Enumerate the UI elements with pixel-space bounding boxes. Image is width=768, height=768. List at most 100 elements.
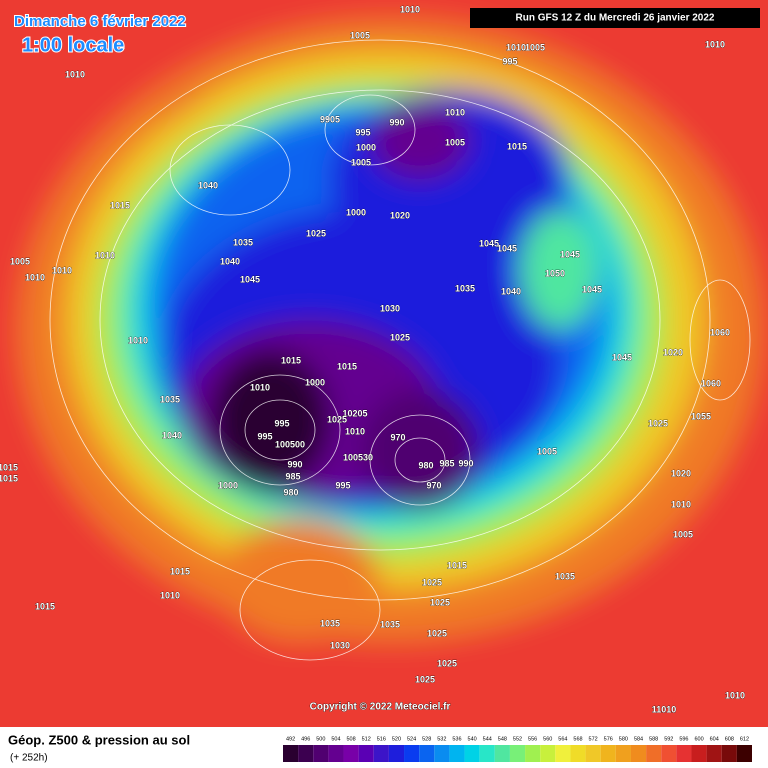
scale-swatch [691, 745, 707, 762]
pressure-label: 1020 [671, 468, 691, 478]
pressure-label: 1015 [447, 560, 467, 570]
scale-label: 564 [558, 736, 567, 742]
pressure-label: 995 [355, 127, 370, 137]
scale-swatch [661, 745, 677, 762]
scale-swatch [464, 745, 480, 762]
run-box [470, 8, 760, 28]
pressure-label: 980 [283, 487, 298, 497]
scale-label: 608 [725, 736, 734, 742]
pressure-label: 1030 [380, 303, 400, 313]
pressure-label: 1010 [725, 690, 745, 700]
pressure-label: 1020 [390, 210, 410, 220]
scale-label: 596 [679, 736, 688, 742]
pressure-label: 1005 [445, 137, 465, 147]
scale-swatch [600, 745, 616, 762]
pressure-label: 1025 [415, 674, 435, 684]
pressure-label: 985 [439, 458, 454, 468]
scale-label: 604 [710, 736, 719, 742]
scale-swatch [736, 745, 752, 762]
pressure-label: 990 [458, 458, 473, 468]
scale-label: 528 [422, 736, 431, 742]
pressure-label: 1000 [346, 207, 366, 217]
scale-swatch [313, 745, 329, 762]
scale-swatch [646, 745, 662, 762]
pressure-label: 1010 [345, 426, 365, 436]
pressure-label: 1035 [555, 571, 575, 581]
scale-swatch [404, 745, 420, 762]
pressure-label: 1020 [663, 347, 683, 357]
pressure-label: 980 [418, 460, 433, 470]
pressure-label: 990 [389, 117, 404, 127]
pressure-label: 1015 [337, 361, 357, 371]
pressure-label: 1010 [671, 499, 691, 509]
scale-swatch [434, 745, 450, 762]
pressure-label: 11010 [652, 704, 677, 714]
scale-swatch [388, 745, 405, 762]
pressure-label: 1010 [25, 272, 45, 282]
scale-swatch [298, 745, 314, 762]
scale-swatch [494, 745, 510, 762]
scale-swatch [525, 745, 541, 762]
pressure-label: 1050 [545, 268, 565, 278]
pressure-label: 970 [390, 432, 405, 442]
pressure-label: 1045 [582, 284, 602, 294]
pressure-label: 1010 [250, 382, 270, 392]
scale-label: 612 [740, 736, 749, 742]
scale-label: 548 [498, 736, 507, 742]
scale-swatch [615, 745, 631, 762]
date-title: Dimanche 6 février 2022 [14, 13, 186, 30]
scale-swatch [328, 745, 344, 762]
scale-label: 540 [468, 736, 477, 742]
scale-swatch [373, 745, 389, 762]
scale-label: 504 [331, 736, 340, 742]
scale-label: 584 [634, 736, 643, 742]
pressure-label: 9905 [320, 114, 340, 124]
scale-swatch [283, 745, 299, 762]
pressure-label: 1025 [648, 418, 668, 428]
footer-title: Géop. Z500 & pression au sol [8, 732, 190, 747]
scale-label: 544 [483, 736, 492, 742]
pressure-label: 1005 [10, 256, 30, 266]
scale-label: 552 [513, 736, 522, 742]
footer-subtitle: (+ 252h) [10, 753, 48, 764]
pressure-label: 990 [287, 459, 302, 469]
scale-swatch [585, 745, 601, 762]
scale-swatch [721, 745, 737, 762]
scale-label: 556 [528, 736, 537, 742]
scale-label: 588 [649, 736, 658, 742]
scale-swatch [540, 745, 556, 762]
scale-label: 508 [346, 736, 355, 742]
scale-swatch [676, 745, 692, 762]
pressure-label: 1040 [198, 180, 218, 190]
scale-label: 560 [543, 736, 552, 742]
pressure-label: 1060 [701, 378, 721, 388]
scale-swatch [419, 745, 435, 762]
pressure-label: 1010 [65, 69, 85, 79]
pressure-label: 985 [285, 471, 300, 481]
scale-label: 520 [392, 736, 401, 742]
pressure-label: 1025 [430, 597, 450, 607]
pressure-label: 1035 [455, 283, 475, 293]
pressure-label: 995 [335, 480, 350, 490]
pressure-label: 1045 [612, 352, 632, 362]
scale-swatch [358, 745, 374, 762]
scale-swatch [343, 745, 359, 762]
isobar-labels: 1010 1005 1005 1010 995 1010 1010 9905 995 990 100… [0, 4, 745, 715]
pressure-label: 1025 [422, 577, 442, 587]
pressure-label: 1015 [110, 200, 130, 210]
scale-label: 580 [619, 736, 628, 742]
pressure-label: 1035 [380, 619, 400, 629]
scale-label: 572 [589, 736, 598, 742]
pressure-label: 995 [502, 56, 517, 66]
pressure-label: 1025 [390, 332, 410, 342]
pressure-label: 1055 [691, 411, 711, 421]
pressure-label: 1005 [537, 446, 557, 456]
scale-label: 492 [286, 736, 295, 742]
pressure-label: 1040 [501, 286, 521, 296]
pressure-label: 10205 [342, 408, 367, 418]
pressure-label: 1035 [320, 618, 340, 628]
pressure-label: 1000 [305, 377, 325, 387]
pressure-label: 1005 [525, 42, 545, 52]
pressure-label: 1025 [427, 628, 447, 638]
